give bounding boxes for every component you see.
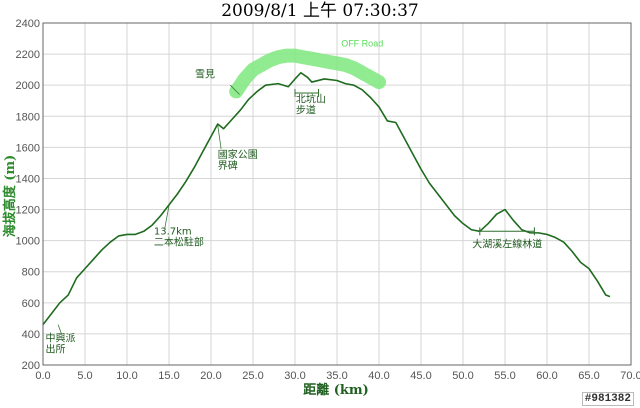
watermark-badge: #981382	[581, 392, 634, 406]
annotation-label: 13.7km 二本松駐部	[154, 226, 204, 248]
y-axis-label: 海拔高度 (m)	[2, 155, 18, 238]
annotation-label: 大湖溪左線林道	[472, 238, 542, 251]
plot-frame	[42, 22, 632, 366]
y-tick-label: 800	[22, 267, 40, 279]
annotation-leader	[230, 84, 240, 95]
x-tick-labels: 0.0 5.0 10.0 15.0 20.0 25.0 30.0 35.0 40.0 45.0 50…	[35, 370, 640, 382]
x-tick-label: 10.0	[116, 370, 137, 382]
x-tick-label: 45.0	[410, 370, 431, 382]
annotation-leader	[217, 124, 222, 149]
y-tick-labels: 200 400 600 800 1000 1200 1400 1600 1800 2000 2200…	[16, 18, 40, 372]
annotation-label: 中興派出所	[46, 332, 76, 356]
x-tick-label: 30.0	[284, 370, 305, 382]
y-tick-label: 2400	[16, 18, 40, 30]
elevation-line	[42, 71, 611, 326]
x-tick-label: 60.0	[536, 370, 557, 382]
y-tick-label: 1000	[16, 236, 40, 248]
chart-title: 2009/8/1 上午 07:30:37	[221, 1, 419, 21]
y-tick-label: 400	[22, 329, 40, 341]
annotation-label: 國家公園界碑	[218, 148, 258, 172]
off-road-highlight: OFF Road	[229, 38, 386, 99]
y-tick-label: 1400	[16, 173, 40, 185]
x-tick-label: 5.0	[77, 370, 92, 382]
annotation-label: 雪見	[195, 68, 215, 80]
x-tick-label: 0.0	[35, 370, 50, 382]
y-tick-label: 2000	[16, 80, 40, 92]
x-axis-label: 距離 (km)	[303, 382, 369, 398]
annotation-leader	[164, 205, 170, 229]
x-tick-label: 50.0	[452, 370, 473, 382]
x-tick-label: 15.0	[158, 370, 179, 382]
y-tick-label: 200	[22, 360, 40, 372]
series	[42, 71, 611, 326]
off-road-band	[229, 48, 386, 99]
y-tick-label: 1800	[16, 111, 40, 123]
x-tick-label: 40.0	[368, 370, 389, 382]
grid	[42, 22, 632, 366]
x-tick-label: 20.0	[200, 370, 221, 382]
y-tick-label: 1600	[16, 142, 40, 154]
x-tick-label: 70.0	[620, 370, 640, 382]
annotation-label: 北坑山步道	[296, 92, 326, 116]
x-tick-label: 25.0	[242, 370, 263, 382]
x-tick-label: 65.0	[578, 370, 599, 382]
y-tick-label: 600	[22, 298, 40, 310]
x-tick-label: 35.0	[326, 370, 347, 382]
y-tick-label: 2200	[16, 49, 40, 61]
off-road-label: OFF Road	[341, 38, 383, 48]
annotation-leader	[57, 324, 62, 335]
x-tick-label: 55.0	[494, 370, 515, 382]
y-tick-label: 1200	[16, 205, 40, 217]
